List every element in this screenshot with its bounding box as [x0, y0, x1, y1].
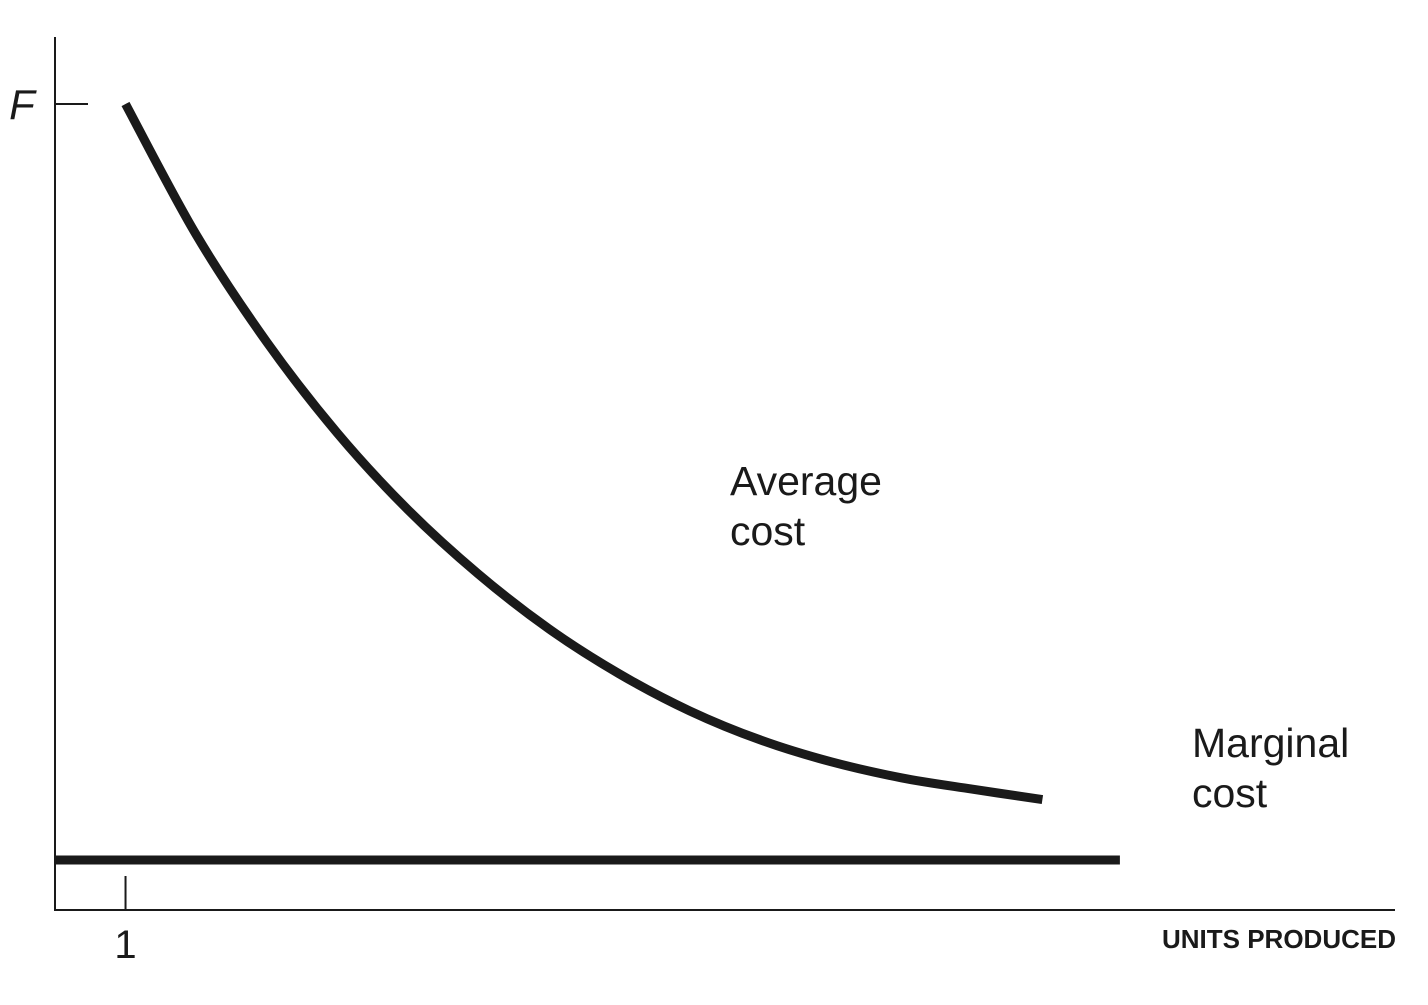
marginal-cost-label-line-0: Marginal — [1192, 720, 1349, 766]
marginal-cost-label-line-1: cost — [1192, 770, 1268, 816]
marginal-cost-label: Marginal cost — [1192, 720, 1349, 816]
average-cost-label-line-0: Average — [730, 458, 882, 504]
ticks — [55, 103, 127, 910]
axes — [54, 37, 1395, 911]
y-tick-label-0: F — [9, 81, 37, 128]
average-cost-label: Average cost — [730, 458, 882, 554]
x-tick-label-0: 1 — [114, 923, 136, 967]
series-layer — [55, 101, 1120, 865]
average-cost-line — [121, 101, 1044, 805]
x-axis-title: UNITS PRODUCED — [1162, 924, 1396, 954]
average-cost-label-line-1: cost — [730, 508, 806, 554]
